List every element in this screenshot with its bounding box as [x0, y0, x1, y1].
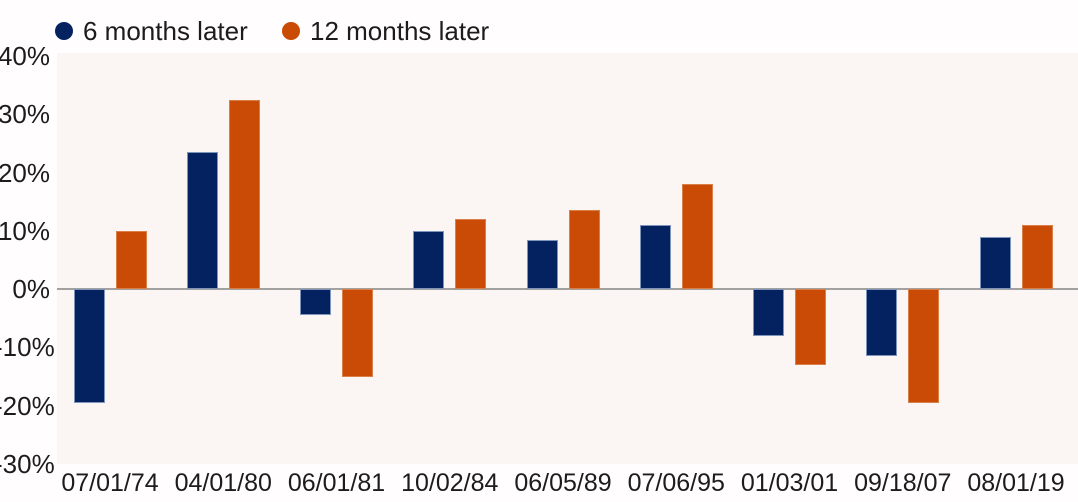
bar-6-months-later	[73, 289, 105, 403]
bar-12-months-later	[568, 210, 600, 290]
y-axis-tick-label: 10%	[0, 215, 50, 246]
x-axis-tick-label: 06/05/89	[514, 469, 612, 497]
y-axis-tick-label: -10%	[0, 332, 55, 363]
bar-6-months-later	[639, 225, 671, 290]
plot-area	[57, 53, 1078, 464]
x-axis-tick-label: 07/06/95	[627, 469, 725, 497]
bar-12-months-later	[455, 219, 487, 290]
y-axis-tick-label: 30%	[0, 99, 50, 130]
y-axis-tick-label: -20%	[0, 390, 55, 421]
legend-marker-12-months	[282, 22, 300, 40]
legend-label-6-months: 6 months later	[83, 16, 248, 46]
bar-6-months-later	[526, 239, 558, 290]
x-axis-tick-label: 01/03/01	[740, 469, 839, 497]
y-axis-tick-label: -30%	[0, 449, 55, 479]
legend-item-6-months: 6 months later	[55, 16, 248, 46]
bar-12-months-later	[228, 99, 260, 290]
x-axis-tick-label: 10/02/84	[401, 469, 499, 497]
bar-6-months-later	[866, 289, 898, 357]
bar-12-months-later	[795, 289, 826, 365]
x-axis-tick-label: 09/18/07	[854, 469, 952, 497]
bar-12-months-later	[908, 289, 940, 403]
y-axis-tick-label: 20%	[0, 157, 50, 188]
bar-6-months-later	[753, 289, 784, 336]
y-axis-tick-label: 40%	[0, 41, 50, 71]
bar-12-months-later	[1021, 225, 1053, 290]
bar-6-months-later	[300, 289, 331, 316]
x-axis-tick-label: 07/01/74	[61, 469, 159, 497]
bar-12-months-later	[681, 184, 713, 290]
legend-marker-6-months	[55, 22, 73, 40]
x-axis-tick-label: 06/01/81	[287, 469, 386, 497]
zero-axis-line	[57, 288, 1078, 291]
x-axis-tick-label: 04/01/80	[174, 469, 272, 497]
x-axis-tick-label: 08/01/19	[967, 469, 1065, 497]
legend-item-12-months: 12 months later	[282, 16, 489, 46]
legend-label-12-months: 12 months later	[310, 16, 490, 46]
y-axis-tick-label: 0%	[12, 274, 50, 305]
bar-6-months-later	[186, 152, 218, 290]
bar-6-months-later	[413, 230, 445, 290]
bar-12-months-later	[342, 289, 373, 377]
bar-6-months-later	[979, 236, 1011, 290]
bar-12-months-later	[115, 230, 147, 290]
